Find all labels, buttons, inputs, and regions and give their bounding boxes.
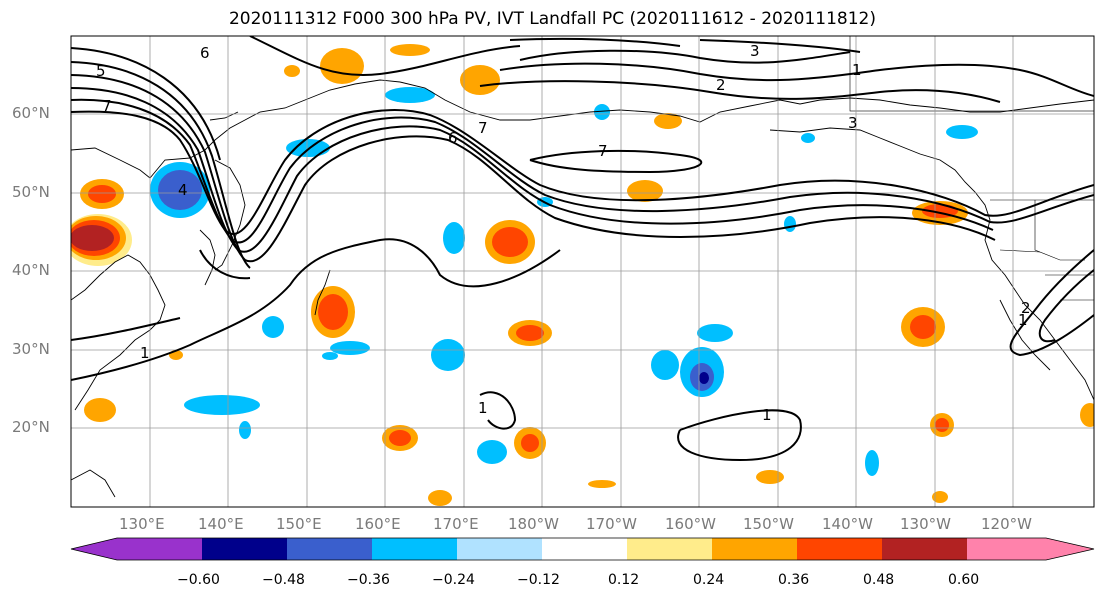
colorbar-tick-label: 0.48 [863, 572, 895, 588]
colorbar-tick-label: 0.12 [608, 572, 640, 588]
lat-label: 50°N [12, 183, 50, 201]
pv-contours [71, 36, 1094, 462]
contour-label: 2 [716, 76, 726, 94]
colorbar-segment [117, 538, 202, 560]
colorbar-segment [712, 538, 797, 560]
colorbar-segment [202, 538, 287, 560]
contour-label: 1 [852, 61, 862, 79]
contour-label: 7 [598, 142, 608, 160]
contour-label: 3 [750, 42, 760, 60]
lon-label: 170°W [586, 515, 637, 533]
contour-label: 5 [96, 62, 106, 80]
lon-label: 140°E [198, 515, 244, 533]
contour-label: 1 [140, 344, 150, 362]
colorbar [70, 537, 1095, 561]
colorbar-tick-label: 0.24 [693, 572, 725, 588]
lon-label: 120°W [981, 515, 1032, 533]
lat-label: 40°N [12, 261, 50, 279]
colorbar-over-extend [1046, 538, 1094, 560]
colorbar-segment [542, 538, 627, 560]
colorbar-segment [797, 538, 882, 560]
contour-label: 6 [448, 129, 458, 147]
contour-label: 2 [1021, 299, 1031, 317]
map-frame [70, 35, 1095, 508]
colorbar-tick-label: −0.24 [432, 572, 475, 588]
colorbar-segment [457, 538, 542, 560]
lat-label: 20°N [12, 418, 50, 436]
lon-label: 170°E [433, 515, 479, 533]
contour-label: 1 [762, 406, 772, 424]
colorbar-segment [967, 538, 1046, 560]
contour-labels: 1 1 1 1 1 2 2 3 3 4 5 6 6 7 7 7 [96, 42, 1031, 424]
colorbar-tick-label: −0.60 [177, 572, 220, 588]
lon-label: 150°E [276, 515, 322, 533]
coastlines [71, 79, 1094, 498]
map-title: 2020111312 F000 300 hPa PV, IVT Landfall… [228, 9, 876, 29]
lon-label: 130°E [119, 515, 165, 533]
colorbar-tick-label: −0.12 [517, 572, 560, 588]
contour-label: 7 [102, 97, 112, 115]
lat-label: 60°N [12, 104, 50, 122]
colorbar-tick-label: 0.36 [778, 572, 810, 588]
lon-label: 160°W [665, 515, 716, 533]
lat-label: 30°N [12, 340, 50, 358]
lon-label: 180°W [508, 515, 559, 533]
contour-label: 4 [178, 181, 188, 199]
contour-label: 3 [848, 114, 858, 132]
contour-label: 6 [200, 44, 210, 62]
contour-label: 1 [478, 399, 488, 417]
colorbar-tick-label: −0.48 [262, 572, 305, 588]
negative-anomaly-shading [150, 87, 978, 476]
map-area: 1 1 1 1 1 2 2 3 3 4 5 6 6 7 7 7 [71, 36, 1094, 507]
colorbar-segment [627, 538, 712, 560]
colorbar-segment [882, 538, 967, 560]
colorbar-under-extend [71, 538, 117, 560]
colorbar-segment [287, 538, 372, 560]
contour-label: 7 [478, 119, 488, 137]
colorbar-tick-label: 0.60 [948, 572, 980, 588]
colorbar-tick-label: −0.36 [347, 572, 390, 588]
lon-label: 140°W [822, 515, 873, 533]
lon-label: 130°W [900, 515, 951, 533]
contour-label: 1 [1018, 311, 1028, 329]
lon-label: 160°E [355, 515, 401, 533]
gridlines [71, 36, 1094, 507]
lon-label: 150°W [743, 515, 794, 533]
colorbar-segment [372, 538, 457, 560]
